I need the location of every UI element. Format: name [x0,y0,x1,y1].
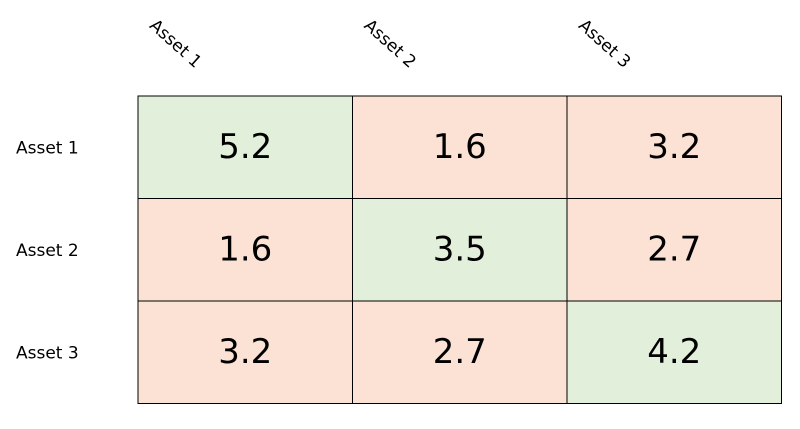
cell-r1-c3 [566,95,782,199]
cell-r1-c1 [137,95,353,199]
cell-value-r2-c2: 3.5 [433,229,487,269]
cell-value-r3-c3: 4.2 [647,332,701,372]
cell-value-r3-c1: 3.2 [218,332,272,372]
row-label-3: Asset 3 [16,343,79,363]
row-label-1: Asset 1 [16,138,79,158]
row-labels: Asset 1 Asset 2 Asset 3 [16,138,79,363]
values-layer: 5.2 1.6 3.2 1.6 3.5 2.7 3.2 2.7 4.2 [218,127,701,372]
cell-r3-c1 [137,300,353,404]
row-label-2: Asset 2 [16,241,79,261]
cell-value-r1-c2: 1.6 [433,127,487,167]
cell-r2-c2 [352,198,568,302]
cell-value-r3-c2: 2.7 [433,332,487,372]
cell-value-r1-c3: 3.2 [647,127,701,167]
cell-value-r1-c1: 5.2 [218,127,272,167]
column-labels: Asset 1 Asset 2 Asset 3 [145,16,634,73]
cell-r1-c2 [352,95,568,199]
cells-layer [137,95,782,404]
cell-r3-c2 [352,300,568,404]
column-label-2: Asset 2 [360,16,420,73]
column-label-3: Asset 3 [574,16,634,73]
cell-r2-c1 [137,198,353,302]
cell-r3-c3 [566,300,782,404]
cell-value-r2-c3: 2.7 [647,229,701,269]
cell-value-r2-c1: 1.6 [218,229,272,269]
column-label-1: Asset 1 [145,16,205,73]
cell-r2-c3 [566,198,782,302]
